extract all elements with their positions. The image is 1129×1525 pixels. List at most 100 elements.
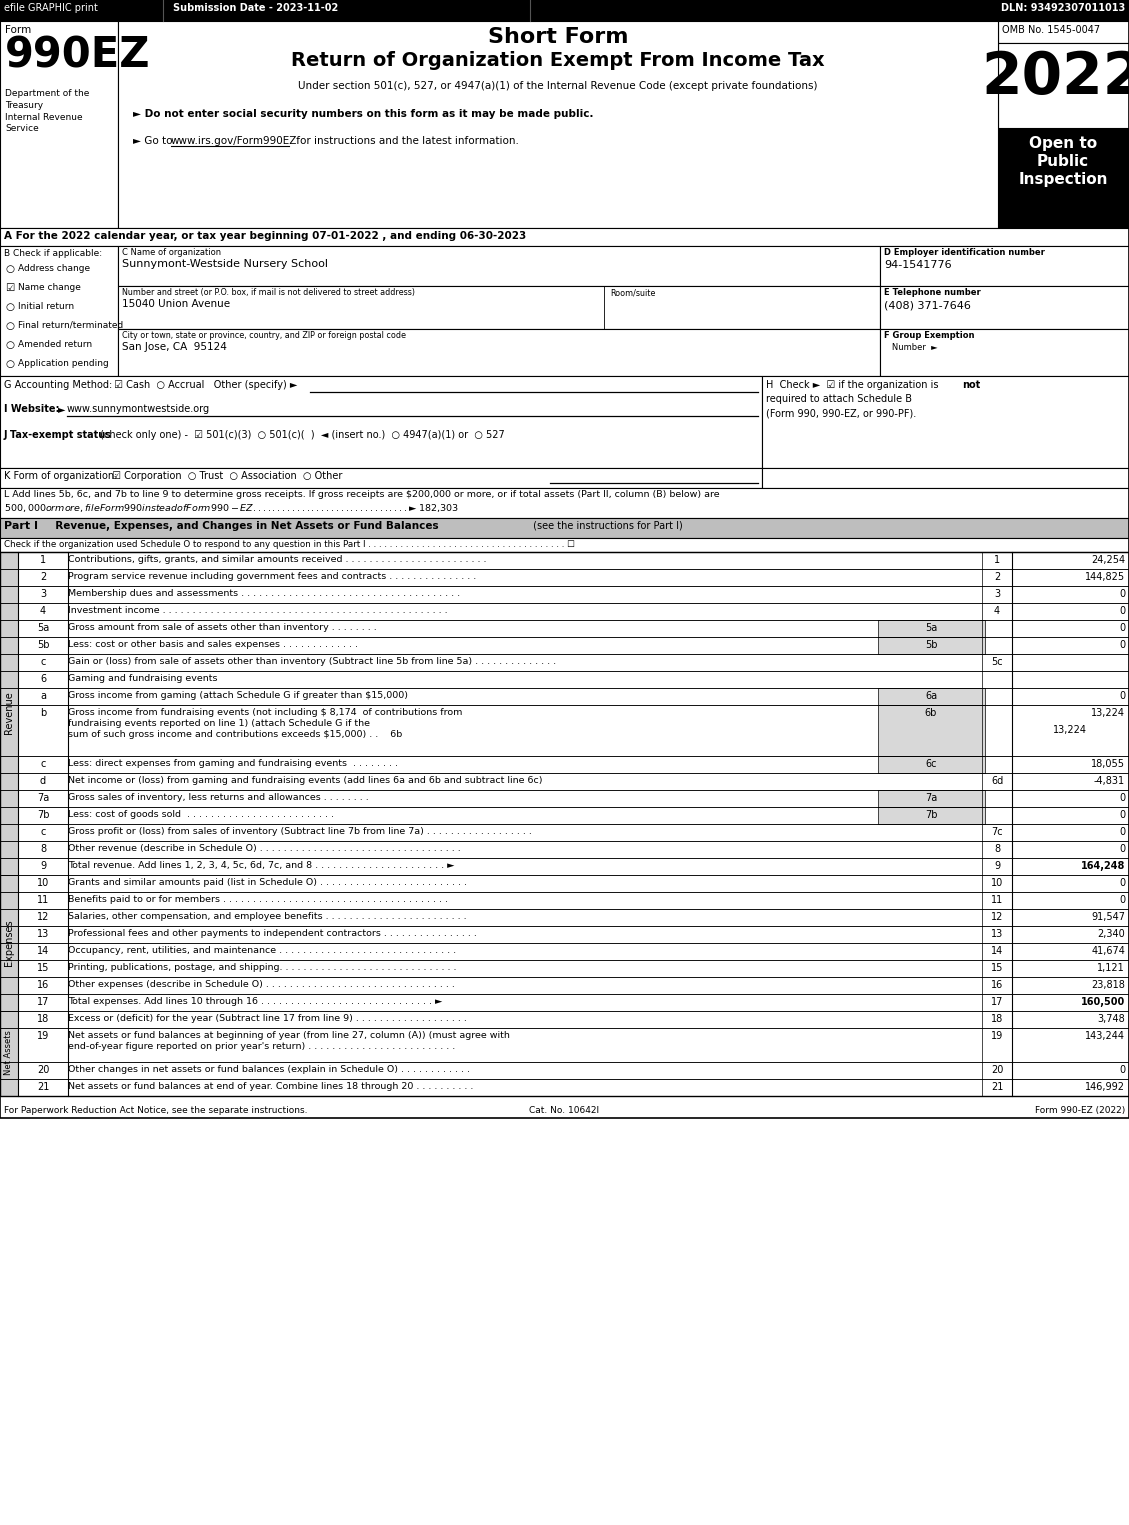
Text: Final return/terminated: Final return/terminated — [18, 320, 123, 329]
Text: Grants and similar amounts paid (list in Schedule O) . . . . . . . . . . . . . .: Grants and similar amounts paid (list in… — [68, 878, 467, 888]
Text: Less: cost of goods sold  . . . . . . . . . . . . . . . . . . . . . . . . .: Less: cost of goods sold . . . . . . . .… — [68, 810, 334, 819]
Text: Gross profit or (loss) from sales of inventory (Subtract line 7b from line 7a) .: Gross profit or (loss) from sales of inv… — [68, 827, 532, 836]
Bar — [0, 21, 119, 229]
Bar — [878, 790, 984, 807]
Text: 41,674: 41,674 — [1091, 946, 1124, 956]
Text: 7a: 7a — [37, 793, 50, 804]
Text: 8: 8 — [994, 843, 1000, 854]
Text: Service: Service — [5, 124, 38, 133]
Text: 0: 0 — [1119, 843, 1124, 854]
Text: 1: 1 — [994, 555, 1000, 564]
Text: 2: 2 — [994, 572, 1000, 583]
Text: 14: 14 — [991, 946, 1004, 956]
Text: Contributions, gifts, grants, and similar amounts received . . . . . . . . . . .: Contributions, gifts, grants, and simila… — [68, 555, 487, 564]
Text: 11: 11 — [37, 895, 50, 904]
Text: 1: 1 — [40, 555, 46, 564]
Text: fundraising events reported on line 1) (attach Schedule G if the: fundraising events reported on line 1) (… — [68, 718, 370, 727]
Text: F Group Exemption: F Group Exemption — [884, 331, 974, 340]
Bar — [878, 621, 984, 637]
Bar — [998, 21, 1129, 229]
Text: 12: 12 — [991, 912, 1004, 923]
Bar — [879, 287, 1129, 329]
Text: ► Go to: ► Go to — [133, 136, 176, 146]
Text: b: b — [40, 708, 46, 718]
Bar — [762, 468, 1129, 488]
Text: Membership dues and assessments . . . . . . . . . . . . . . . . . . . . . . . . : Membership dues and assessments . . . . … — [68, 589, 461, 598]
Text: 19: 19 — [37, 1031, 50, 1042]
Text: 0: 0 — [1119, 1064, 1124, 1075]
Text: 10: 10 — [991, 878, 1004, 888]
Text: 9: 9 — [994, 862, 1000, 871]
Text: Name change: Name change — [18, 284, 81, 291]
Text: Cat. No. 10642I: Cat. No. 10642I — [530, 1106, 599, 1115]
Text: (408) 371-7646: (408) 371-7646 — [884, 300, 971, 311]
Text: Benefits paid to or for members . . . . . . . . . . . . . . . . . . . . . . . . : Benefits paid to or for members . . . . … — [68, 895, 448, 904]
Text: Application pending: Application pending — [18, 358, 108, 368]
Text: 0: 0 — [1119, 605, 1124, 616]
Bar — [0, 1011, 18, 1096]
Bar — [0, 229, 1129, 246]
Text: 164,248: 164,248 — [1080, 862, 1124, 871]
Text: 5a: 5a — [925, 624, 937, 633]
Text: Address change: Address change — [18, 264, 90, 273]
Text: D Employer identification number: D Employer identification number — [884, 249, 1044, 258]
Text: d: d — [40, 776, 46, 785]
Text: 143,244: 143,244 — [1085, 1031, 1124, 1042]
Text: Short Form: Short Form — [488, 27, 628, 47]
Bar — [878, 705, 984, 756]
Text: 3: 3 — [994, 589, 1000, 599]
Text: ○: ○ — [5, 302, 14, 313]
Text: Department of the: Department of the — [5, 88, 89, 98]
Text: Gain or (loss) from sale of assets other than inventory (Subtract line 5b from l: Gain or (loss) from sale of assets other… — [68, 657, 557, 666]
Text: Part I: Part I — [5, 522, 38, 531]
Bar — [878, 807, 984, 824]
Text: H  Check ►  ☑ if the organization is: H Check ► ☑ if the organization is — [765, 380, 942, 390]
Text: Number and street (or P.O. box, if mail is not delivered to street address): Number and street (or P.O. box, if mail … — [122, 288, 415, 297]
Text: sum of such gross income and contributions exceeds $15,000) . .    6b: sum of such gross income and contributio… — [68, 730, 402, 740]
Text: 21: 21 — [991, 1083, 1004, 1092]
Text: Room/suite: Room/suite — [610, 288, 655, 297]
Text: 146,992: 146,992 — [1085, 1083, 1124, 1092]
Text: A For the 2022 calendar year, or tax year beginning 07-01-2022 , and ending 06-3: A For the 2022 calendar year, or tax yea… — [5, 230, 526, 241]
Text: c: c — [41, 759, 45, 769]
Text: Internal Revenue: Internal Revenue — [5, 113, 82, 122]
Text: 7b: 7b — [925, 810, 937, 820]
Text: 990EZ: 990EZ — [5, 35, 150, 76]
Text: 16: 16 — [991, 981, 1004, 990]
Bar — [762, 377, 1129, 468]
Bar — [879, 246, 1129, 287]
Text: Total revenue. Add lines 1, 2, 3, 4, 5c, 6d, 7c, and 8 . . . . . . . . . . . . .: Total revenue. Add lines 1, 2, 3, 4, 5c,… — [68, 862, 454, 869]
Bar — [0, 0, 1129, 21]
Bar — [0, 0, 1129, 1118]
Text: required to attach Schedule B: required to attach Schedule B — [765, 393, 912, 404]
Text: 0: 0 — [1119, 895, 1124, 904]
Text: ►: ► — [58, 404, 65, 413]
Text: DLN: 93492307011013: DLN: 93492307011013 — [1000, 3, 1124, 14]
Text: (see the instructions for Part I): (see the instructions for Part I) — [530, 522, 683, 531]
Text: 18,055: 18,055 — [1091, 759, 1124, 769]
Text: 5c: 5c — [991, 657, 1003, 666]
Text: 0: 0 — [1119, 827, 1124, 837]
Text: 0: 0 — [1119, 810, 1124, 820]
Bar — [878, 756, 984, 773]
Text: City or town, state or province, country, and ZIP or foreign postal code: City or town, state or province, country… — [122, 331, 406, 340]
Bar — [878, 637, 984, 654]
Text: ☑ Corporation  ○ Trust  ○ Association  ○ Other: ☑ Corporation ○ Trust ○ Association ○ Ot… — [106, 471, 342, 480]
Bar — [119, 329, 879, 377]
Text: 20: 20 — [991, 1064, 1004, 1075]
Text: Return of Organization Exempt From Income Tax: Return of Organization Exempt From Incom… — [291, 50, 825, 70]
Text: 20: 20 — [37, 1064, 50, 1075]
Text: -4,831: -4,831 — [1094, 776, 1124, 785]
Text: Other revenue (describe in Schedule O) . . . . . . . . . . . . . . . . . . . . .: Other revenue (describe in Schedule O) .… — [68, 843, 461, 852]
Text: Net Assets: Net Assets — [5, 1031, 14, 1075]
Bar — [0, 875, 18, 1011]
Text: 11: 11 — [991, 895, 1004, 904]
Bar — [0, 552, 1129, 1096]
Text: B Check if applicable:: B Check if applicable: — [5, 249, 102, 258]
Text: Program service revenue including government fees and contracts . . . . . . . . : Program service revenue including govern… — [68, 572, 476, 581]
Text: 144,825: 144,825 — [1085, 572, 1124, 583]
Text: Occupancy, rent, utilities, and maintenance . . . . . . . . . . . . . . . . . . : Occupancy, rent, utilities, and maintena… — [68, 946, 456, 955]
Bar — [998, 43, 1129, 128]
Text: Inspection: Inspection — [1018, 172, 1108, 188]
Text: 0: 0 — [1119, 691, 1124, 702]
